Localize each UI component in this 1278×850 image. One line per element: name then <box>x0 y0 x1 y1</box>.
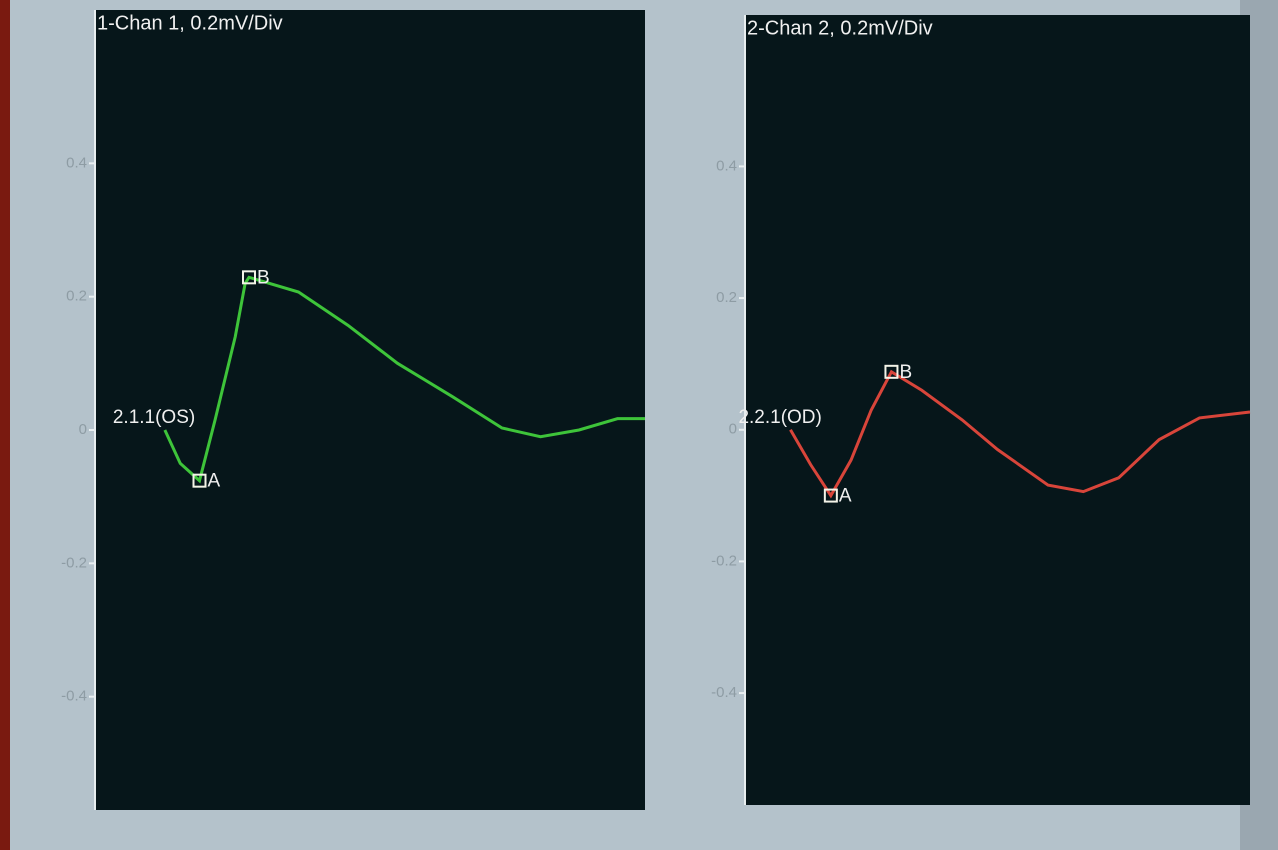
screen: 0.4 0.2 0 -0.2 -0.4 1-Chan 1, 0.2mV/Div 2.1.1(… <box>0 0 1278 850</box>
y-tick-label: 0 <box>79 421 87 438</box>
y-tick-label: 0.2 <box>66 288 87 305</box>
y-tick-label: -0.4 <box>711 684 737 701</box>
y-tick-label: 0.4 <box>66 154 87 171</box>
marker-label: B <box>257 267 270 288</box>
y-tick-label: 0 <box>729 421 737 438</box>
marker-label: B <box>899 362 912 383</box>
y-tick-label: 0.2 <box>716 289 737 306</box>
page: 0.4 0.2 0 -0.2 -0.4 1-Chan 1, 0.2mV/Div 2.1.1(… <box>0 0 1278 850</box>
chart-title: 2-Chan 2, 0.2mV/Div <box>747 17 933 39</box>
y-tick-label: -0.2 <box>711 552 737 569</box>
trace-label: 2.2.1(OD) <box>738 407 821 428</box>
marker-label: A <box>208 471 221 492</box>
y-tick-label: 0.4 <box>716 157 737 174</box>
y-tick-label: -0.4 <box>61 688 87 705</box>
y-tick-label: -0.2 <box>61 554 87 571</box>
trace-label: 2.1.1(OS) <box>113 407 195 428</box>
marker-label: A <box>839 486 852 507</box>
chart-title: 1-Chan 1, 0.2mV/Div <box>97 12 283 34</box>
